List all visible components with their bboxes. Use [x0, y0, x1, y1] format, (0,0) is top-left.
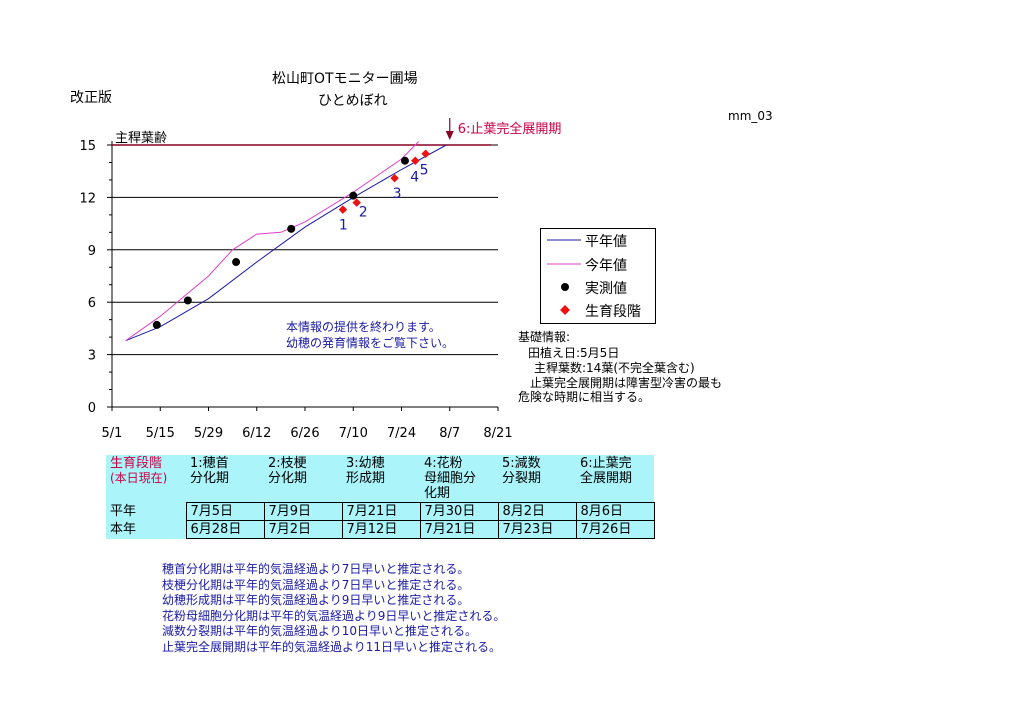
end-message-line1: 本情報の提供を終わります。 [286, 320, 441, 334]
stage-row-label: 本年 [106, 520, 186, 539]
page-title: 松山町OTモニター圃場 [272, 71, 418, 87]
y-tick-label: 12 [79, 191, 96, 206]
observed-point [232, 258, 241, 267]
stage-label: 2 [359, 205, 368, 221]
x-tick-label: 8/21 [483, 426, 512, 441]
stage-row-heinen: 平年 7月5日 7月9日 7月21日 7月30日 8月2日 8月6日 [106, 502, 655, 521]
x-tick-label: 8/7 [439, 426, 460, 441]
stage-header-1: 1:穂首 分化期 [186, 455, 264, 503]
stage-label: 1 [339, 218, 348, 234]
page-subtitle: ひとめぼれ [318, 93, 388, 109]
chart-marks [152, 118, 454, 329]
stage-header-6: 6:止葉完 全展開期 [576, 455, 654, 503]
series-line-konen [125, 141, 420, 342]
note-item: 止葉完全展開期は平年的気温経過より11日早いと推定される。 [162, 639, 502, 654]
stage-cell: 8月6日 [575, 502, 655, 521]
stage-point [421, 149, 430, 158]
stage-cell: 7月30日 [419, 502, 499, 521]
info-leaves: 主稈葉数:14葉(不完全葉含む) [534, 361, 695, 375]
y-tick-label: 6 [88, 296, 96, 311]
stage-header-row: 生育段階 (本日現在) 1:穂首 分化期 2:枝梗 分化期 3:幼穂 形成期 4:花粉… [106, 455, 654, 503]
stage-point [338, 205, 348, 214]
limit-label: 6:止葉完全展開期 [458, 121, 562, 137]
y-tick-label: 0 [88, 401, 96, 416]
note-item: 枝梗分化期は平年的気温経過より7日早いと推定される。 [162, 577, 470, 592]
stage-cell: 7月9日 [263, 502, 343, 521]
series-line-heinen [125, 144, 447, 342]
stage-header-4: 4:花粉 母細胞分 化期 [420, 455, 498, 503]
limit-arrow-head [445, 131, 454, 140]
stage-header-3: 3:幼穂 形成期 [342, 455, 420, 503]
x-tick-label: 5/15 [146, 426, 175, 441]
observed-point [287, 224, 296, 233]
x-tick-label: 7/10 [339, 426, 368, 441]
stage-point [390, 173, 399, 183]
chart-axes [107, 141, 499, 411]
stage-cell: 7月21日 [419, 520, 499, 539]
chart-series [112, 141, 492, 342]
chart-legend: 平年値 今年値 実測値 生育段階 [540, 228, 656, 324]
y-tick-label: 9 [88, 244, 96, 259]
stage-cell: 8月2日 [497, 502, 577, 521]
x-tick-label: 5/1 [102, 426, 123, 441]
legend-item-konen: 今年値 [541, 253, 655, 275]
note-item: 花粉母細胞分化期は平年的気温経過より9日早いと推定される。 [162, 608, 506, 623]
observed-point [349, 191, 358, 200]
stage-row-honen: 本年 6月28日 7月2日 7月12日 7月21日 7月23日 7月26日 [106, 520, 655, 539]
notes-list: 穂首分化期は平年的気温経過より7日早いと推定される。 枝梗分化期は平年的気温経過… [162, 562, 505, 655]
x-tick-label: 6/26 [290, 426, 319, 441]
y-axis-label: 主稈葉齢 [115, 131, 167, 146]
info-heading: 基礎情報: [518, 330, 571, 344]
note-item: 幼穂形成期は平年的気温経過より9日早いと推定される。 [162, 593, 470, 607]
stage-cell: 7月21日 [341, 502, 421, 521]
note-item: 穂首分化期は平年的気温経過より7日早いと推定される。 [162, 562, 470, 576]
legend-label: 実測値 [585, 281, 627, 297]
info-planting: 田植え日:5月5日 [528, 346, 620, 360]
stage-point [411, 156, 420, 165]
legend-item-heinen: 平年値 [541, 229, 655, 251]
observed-point [400, 156, 409, 165]
stage-label: 3 [393, 186, 402, 202]
note-item: 減数分裂期は平年的気温経過より10日早いと推定される。 [162, 624, 478, 638]
legend-item-observed: 実測値 [541, 276, 655, 298]
stage-header-5: 5:減数 分裂期 [498, 455, 576, 503]
stage-table: 生育段階 (本日現在) 1:穂首 分化期 2:枝梗 分化期 3:幼穂 形成期 4:花粉… [106, 455, 655, 539]
stage-point [352, 198, 361, 207]
stage-label: 5 [420, 163, 429, 179]
x-tick-label: 7/24 [387, 426, 416, 441]
stage-header-2: 2:枝梗 分化期 [264, 455, 342, 503]
stage-cell: 7月5日 [185, 502, 265, 521]
x-tick-label: 6/12 [242, 426, 271, 441]
y-tick-label: 15 [79, 139, 96, 154]
legend-label: 生育段階 [585, 304, 641, 320]
y-tick-label: 3 [88, 349, 96, 364]
x-tick-label: 5/29 [194, 426, 223, 441]
info-note2: 危険な時期に相当する。 [518, 390, 651, 404]
info-note1: 止葉完全展開期は障害型冷害の最も [530, 376, 723, 390]
legend-item-stage: 生育段階 [541, 299, 655, 321]
legend-label: 平年値 [585, 234, 627, 250]
legend-label: 今年値 [585, 258, 627, 274]
observed-point [183, 296, 192, 305]
code-label: mm_03 [728, 109, 773, 123]
stage-label: 4 [410, 170, 419, 186]
stage-cell: 7月12日 [341, 520, 421, 539]
observed-point [152, 320, 161, 329]
stage-cell: 7月23日 [497, 520, 577, 539]
stage-cell: 7月26日 [575, 520, 655, 539]
stage-corner: 生育段階 (本日現在) [106, 455, 186, 503]
end-message-line2: 幼穂の発育情報をご覧下さい。 [286, 336, 455, 350]
revision-label: 改正版 [70, 90, 112, 106]
stage-cell: 6月28日 [185, 520, 265, 539]
stage-row-label: 平年 [106, 502, 186, 521]
stage-cell: 7月2日 [263, 520, 343, 539]
